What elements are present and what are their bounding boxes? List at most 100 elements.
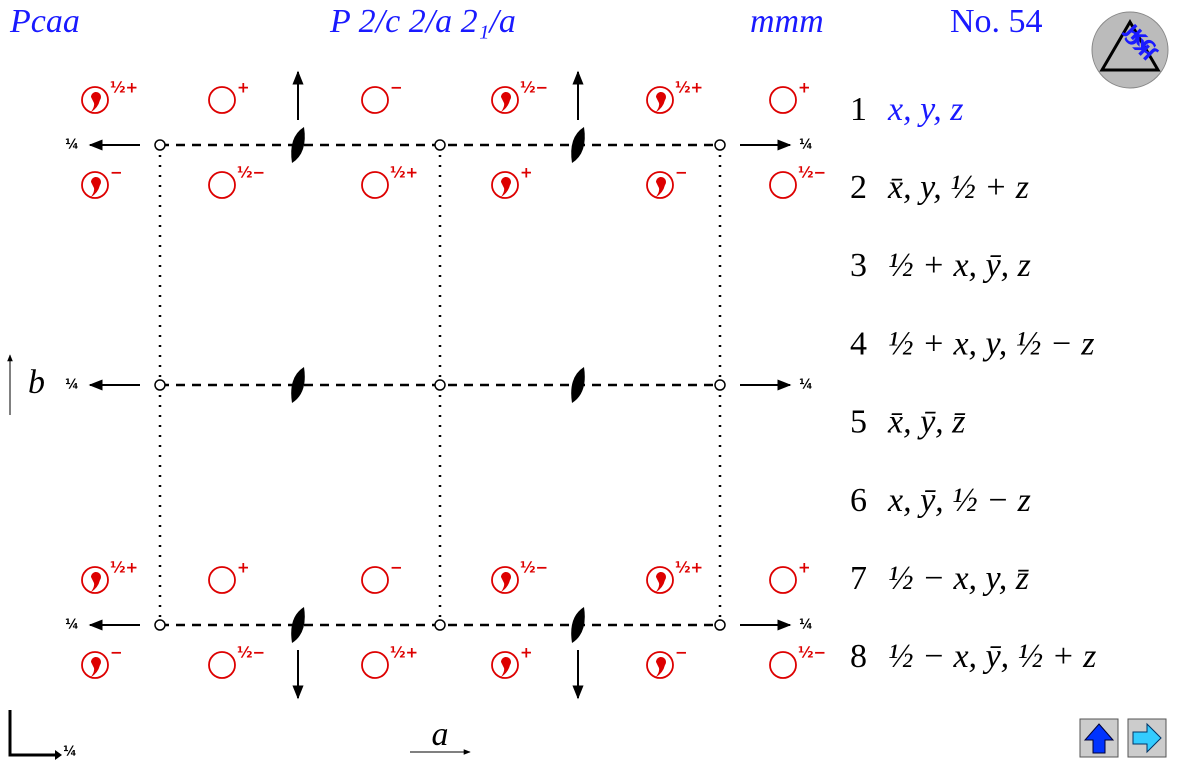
position-circle bbox=[769, 86, 797, 114]
special-position bbox=[714, 139, 726, 151]
position-number: 3 bbox=[850, 247, 867, 284]
position-circle bbox=[646, 171, 674, 199]
position-circle bbox=[208, 651, 236, 679]
next-button[interactable] bbox=[1127, 718, 1167, 758]
height-fraction: ¼ bbox=[65, 378, 78, 393]
height-label: + bbox=[520, 644, 533, 662]
position-circle bbox=[491, 171, 519, 199]
position-circle bbox=[646, 651, 674, 679]
position-circle bbox=[491, 651, 519, 679]
position-coordinates: x, ȳ, ½ − z bbox=[887, 482, 1031, 519]
height-fraction: ¼ bbox=[63, 745, 76, 760]
comma-mark bbox=[501, 176, 512, 197]
height-label: − bbox=[675, 644, 688, 662]
height-label: ½− bbox=[798, 644, 826, 662]
position-coordinates: x̄, y, ½ + z bbox=[887, 169, 1029, 206]
height-label: ½− bbox=[237, 644, 265, 662]
height-label: ½− bbox=[798, 164, 826, 182]
special-position bbox=[714, 619, 726, 631]
comma-mark bbox=[91, 657, 101, 677]
special-position bbox=[154, 139, 166, 151]
screw-axis bbox=[291, 367, 305, 403]
logo: JKC JKC bbox=[1091, 11, 1169, 89]
height-label: − bbox=[110, 164, 123, 182]
position-circle bbox=[361, 651, 389, 679]
a-axis-label: a bbox=[432, 716, 449, 753]
position-coordinates: ½ + x, y, ½ − z bbox=[888, 325, 1094, 362]
position-number: 7 bbox=[850, 560, 867, 597]
height-fraction: ¼ bbox=[65, 618, 78, 633]
height-fraction: ¼ bbox=[65, 138, 78, 153]
position-circle bbox=[769, 651, 797, 679]
comma-mark bbox=[91, 176, 102, 197]
height-label: + bbox=[798, 559, 811, 577]
height-label: ½− bbox=[520, 79, 548, 97]
special-position bbox=[714, 379, 726, 391]
height-label: ½− bbox=[237, 164, 265, 182]
symmetry-icons: ½+ + − ½− ½+ + − ½− ½+ + − ½− ½+ + − ½− ½+ + − ½− ½+ + − ½− bbox=[81, 79, 826, 679]
special-position bbox=[154, 379, 166, 391]
position-circle bbox=[646, 566, 674, 594]
height-label: ½− bbox=[520, 559, 548, 577]
position-number: 2 bbox=[850, 169, 867, 206]
position-circle bbox=[81, 171, 109, 199]
special-position bbox=[434, 379, 446, 391]
origin-corner bbox=[8, 710, 55, 757]
position-circle bbox=[361, 566, 389, 594]
height-label: − bbox=[390, 559, 403, 577]
comma-mark bbox=[91, 571, 102, 592]
height-label: ½+ bbox=[110, 79, 138, 97]
height-label: − bbox=[110, 644, 123, 662]
height-label: + bbox=[237, 79, 250, 97]
comma-mark bbox=[656, 92, 667, 112]
comma-mark bbox=[91, 91, 102, 112]
comma-mark bbox=[501, 571, 512, 592]
position-coordinates: x̄, ȳ, z̄ bbox=[887, 404, 966, 441]
comma-mark bbox=[501, 91, 512, 112]
position-number: 1 bbox=[850, 91, 867, 128]
position-circle bbox=[208, 86, 236, 114]
height-label: + bbox=[237, 559, 250, 577]
position-coordinates: ½ − x, y, z̄ bbox=[888, 560, 1030, 597]
position-circle bbox=[646, 86, 674, 114]
position-circle bbox=[769, 566, 797, 594]
position-circle bbox=[361, 86, 389, 114]
up-button[interactable] bbox=[1079, 718, 1119, 758]
position-circle bbox=[81, 566, 109, 594]
position-number: 8 bbox=[850, 638, 867, 675]
height-label: ½+ bbox=[675, 79, 703, 97]
position-coordinates: ½ + x, ȳ, z bbox=[888, 247, 1031, 284]
position-circle bbox=[769, 171, 797, 199]
height-label: + bbox=[798, 79, 811, 97]
special-position bbox=[434, 619, 446, 631]
position-circle bbox=[361, 171, 389, 199]
height-label: − bbox=[675, 164, 688, 182]
position-number: 5 bbox=[850, 404, 867, 441]
buttons bbox=[1079, 718, 1167, 758]
screw-axis bbox=[291, 127, 305, 163]
height-fraction: ¼ bbox=[799, 618, 812, 633]
special-position bbox=[434, 139, 446, 151]
screw-axis bbox=[571, 607, 585, 643]
position-circle bbox=[491, 86, 519, 114]
comma-mark bbox=[656, 572, 667, 592]
position-circle bbox=[491, 566, 519, 594]
screw-axis bbox=[571, 367, 585, 403]
full-symbol: P 2/c 2/a 2₁/a bbox=[329, 3, 516, 40]
special-position bbox=[154, 619, 166, 631]
comma-mark bbox=[501, 656, 512, 677]
height-label: + bbox=[520, 164, 533, 182]
position-circle bbox=[81, 86, 109, 114]
point-group: mmm bbox=[750, 3, 824, 40]
comma-mark bbox=[656, 657, 666, 677]
height-label: − bbox=[390, 79, 403, 97]
height-label: ½+ bbox=[390, 164, 418, 182]
position-circle bbox=[208, 566, 236, 594]
height-fraction: ¼ bbox=[799, 378, 812, 393]
position-coordinates: x, y, z bbox=[887, 91, 964, 128]
position-circle bbox=[208, 171, 236, 199]
height-fraction: ¼ bbox=[799, 138, 812, 153]
position-circle bbox=[81, 651, 109, 679]
height-label: ½+ bbox=[675, 559, 703, 577]
